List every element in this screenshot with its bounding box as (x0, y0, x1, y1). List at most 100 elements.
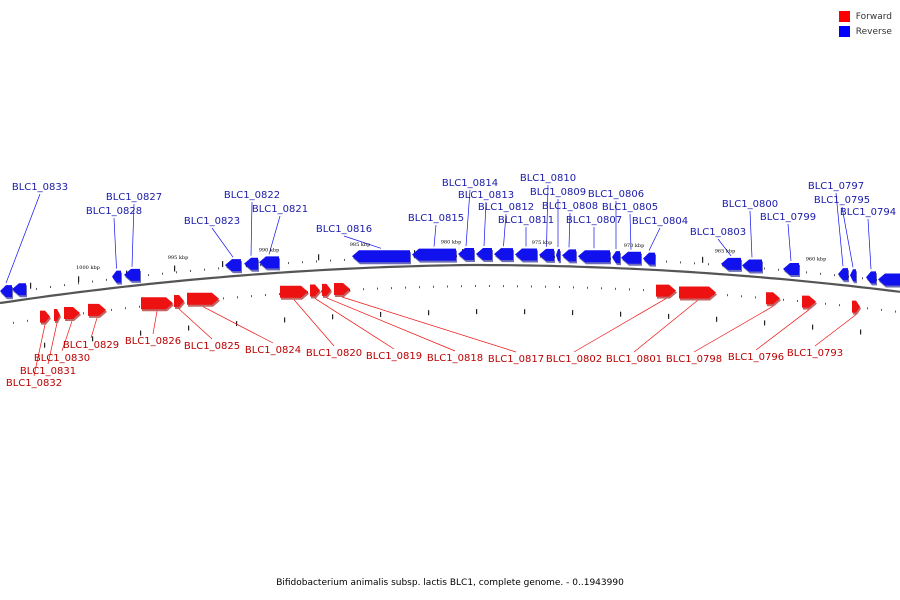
gene-label[interactable]: BLC1_0819 (366, 351, 422, 362)
gene-label[interactable]: BLC1_0794 (840, 207, 896, 218)
gene-arrow (54, 309, 60, 322)
minor-tick (764, 267, 765, 270)
gene-label[interactable]: BLC1_0811 (498, 215, 554, 226)
gene-BLC1_0819[interactable] (310, 284, 321, 299)
gene-arrow (612, 251, 620, 264)
gene-label[interactable]: BLC1_0805 (602, 202, 658, 213)
gene-BLC1_0807[interactable] (578, 250, 611, 265)
major-tick (188, 325, 190, 331)
gene-label[interactable]: BLC1_0821 (252, 204, 308, 215)
gene-BLC1_0802[interactable] (656, 284, 677, 299)
gene-label[interactable]: BLC1_0808 (542, 201, 598, 212)
gene-label[interactable]: BLC1_0799 (760, 212, 816, 223)
gene-label[interactable]: BLC1_0818 (427, 353, 483, 364)
gene-BLC1_0824[interactable] (187, 292, 220, 307)
gene-label[interactable]: BLC1_0829 (63, 340, 119, 351)
gene-label[interactable]: BLC1_0823 (184, 216, 240, 227)
gene-BLC1_0810[interactable] (539, 248, 555, 263)
gene-BLC1_0799[interactable] (783, 262, 800, 277)
gene-label[interactable]: BLC1_0810 (520, 173, 576, 184)
gene-segment[interactable] (12, 283, 27, 298)
gene-BLC1_0817[interactable] (334, 283, 351, 298)
gene-BLC1_0831[interactable] (54, 309, 61, 324)
gene-label[interactable]: BLC1_0801 (606, 354, 662, 365)
gene-label[interactable]: BLC1_0826 (125, 336, 181, 347)
gene-label[interactable]: BLC1_0803 (690, 227, 746, 238)
gene-BLC1_0793[interactable] (852, 300, 861, 315)
gene-label[interactable]: BLC1_0822 (224, 190, 280, 201)
gene-BLC1_0826[interactable] (141, 297, 174, 312)
gene-label[interactable]: BLC1_0827 (106, 192, 162, 203)
gene-BLC1_0821[interactable] (259, 256, 280, 271)
minor-tick (447, 285, 448, 288)
gene-BLC1_0792[interactable] (878, 273, 900, 288)
minor-tick (251, 295, 252, 298)
gene-BLC1_0814[interactable] (458, 248, 475, 263)
gene-arrow (259, 256, 279, 269)
gene-label[interactable]: BLC1_0816 (316, 224, 372, 235)
gene-BLC1_0830[interactable] (64, 307, 81, 322)
minor-tick (461, 285, 462, 288)
gene-BLC1_0803[interactable] (721, 257, 742, 272)
gene-BLC1_0806[interactable] (612, 251, 621, 266)
gene-BLC1_0797[interactable] (838, 268, 849, 283)
gene-label[interactable]: BLC1_0795 (814, 195, 870, 206)
gene-label[interactable]: BLC1_0814 (442, 178, 498, 189)
gene-label[interactable]: BLC1_0796 (728, 352, 784, 363)
gene-BLC1_0822[interactable] (244, 257, 259, 272)
gene-label[interactable]: BLC1_0817 (488, 354, 544, 365)
gene-BLC1_0796[interactable] (802, 295, 817, 310)
minor-tick (573, 286, 574, 289)
gene-BLC1_0827[interactable] (124, 268, 141, 283)
gene-BLC1_0798[interactable] (766, 292, 781, 307)
gene-BLC1_0816[interactable] (352, 250, 411, 265)
minor-tick (316, 260, 317, 263)
gene-label[interactable]: BLC1_0830 (34, 353, 90, 364)
gene-BLC1_0808[interactable] (562, 249, 577, 264)
label-leader (503, 213, 507, 247)
gene-BLC1_0794[interactable] (866, 271, 877, 286)
gene-label[interactable]: BLC1_0825 (184, 341, 240, 352)
minor-tick (629, 288, 630, 291)
gene-arrow (866, 271, 876, 284)
gene-BLC1_0800[interactable] (742, 259, 763, 274)
gene-label[interactable]: BLC1_0797 (808, 181, 864, 192)
gene-label[interactable]: BLC1_0807 (566, 215, 622, 226)
gene-label[interactable]: BLC1_0804 (632, 216, 688, 227)
gene-BLC1_0801[interactable] (679, 286, 717, 301)
gene-label[interactable]: BLC1_0812 (478, 202, 534, 213)
gene-BLC1_0829[interactable] (88, 303, 107, 318)
gene-BLC1_0815[interactable] (412, 248, 457, 263)
gene-BLC1_0809[interactable] (556, 249, 561, 264)
minor-tick (405, 286, 406, 289)
gene-BLC1_0805[interactable] (621, 251, 642, 266)
gene-BLC1_0825[interactable] (174, 294, 185, 309)
gene-label[interactable]: BLC1_0832 (6, 378, 62, 389)
minor-tick (881, 308, 882, 311)
gene-label[interactable]: BLC1_0793 (787, 348, 843, 359)
gene-label[interactable]: BLC1_0820 (306, 348, 362, 359)
gene-label[interactable]: BLC1_0824 (245, 345, 301, 356)
gene-BLC1_0828[interactable] (112, 270, 122, 285)
gene-label[interactable]: BLC1_0831 (20, 366, 76, 377)
gene-BLC1_0820[interactable] (280, 285, 309, 300)
gene-BLC1_0795[interactable] (850, 269, 857, 284)
gene-BLC1_0832[interactable] (40, 310, 51, 325)
gene-BLC1_0811[interactable] (515, 248, 538, 263)
gene-label[interactable]: BLC1_0802 (546, 354, 602, 365)
gene-BLC1_0812[interactable] (494, 248, 514, 263)
gene-label[interactable]: BLC1_0833 (12, 182, 68, 193)
gene-BLC1_0804[interactable] (643, 252, 656, 267)
gene-label[interactable]: BLC1_0798 (666, 354, 722, 365)
minor-tick (778, 268, 779, 271)
gene-label[interactable]: BLC1_0815 (408, 213, 464, 224)
gene-label[interactable]: BLC1_0809 (530, 187, 586, 198)
gene-BLC1_0823[interactable] (225, 259, 242, 274)
gene-BLC1_0813[interactable] (476, 248, 493, 263)
gene-label[interactable]: BLC1_0828 (86, 206, 142, 217)
gene-label[interactable]: BLC1_0813 (458, 190, 514, 201)
gene-BLC1_0818[interactable] (322, 283, 332, 298)
gene-BLC1_0833[interactable] (0, 285, 13, 300)
gene-label[interactable]: BLC1_0800 (722, 199, 778, 210)
gene-label[interactable]: BLC1_0806 (588, 189, 644, 200)
